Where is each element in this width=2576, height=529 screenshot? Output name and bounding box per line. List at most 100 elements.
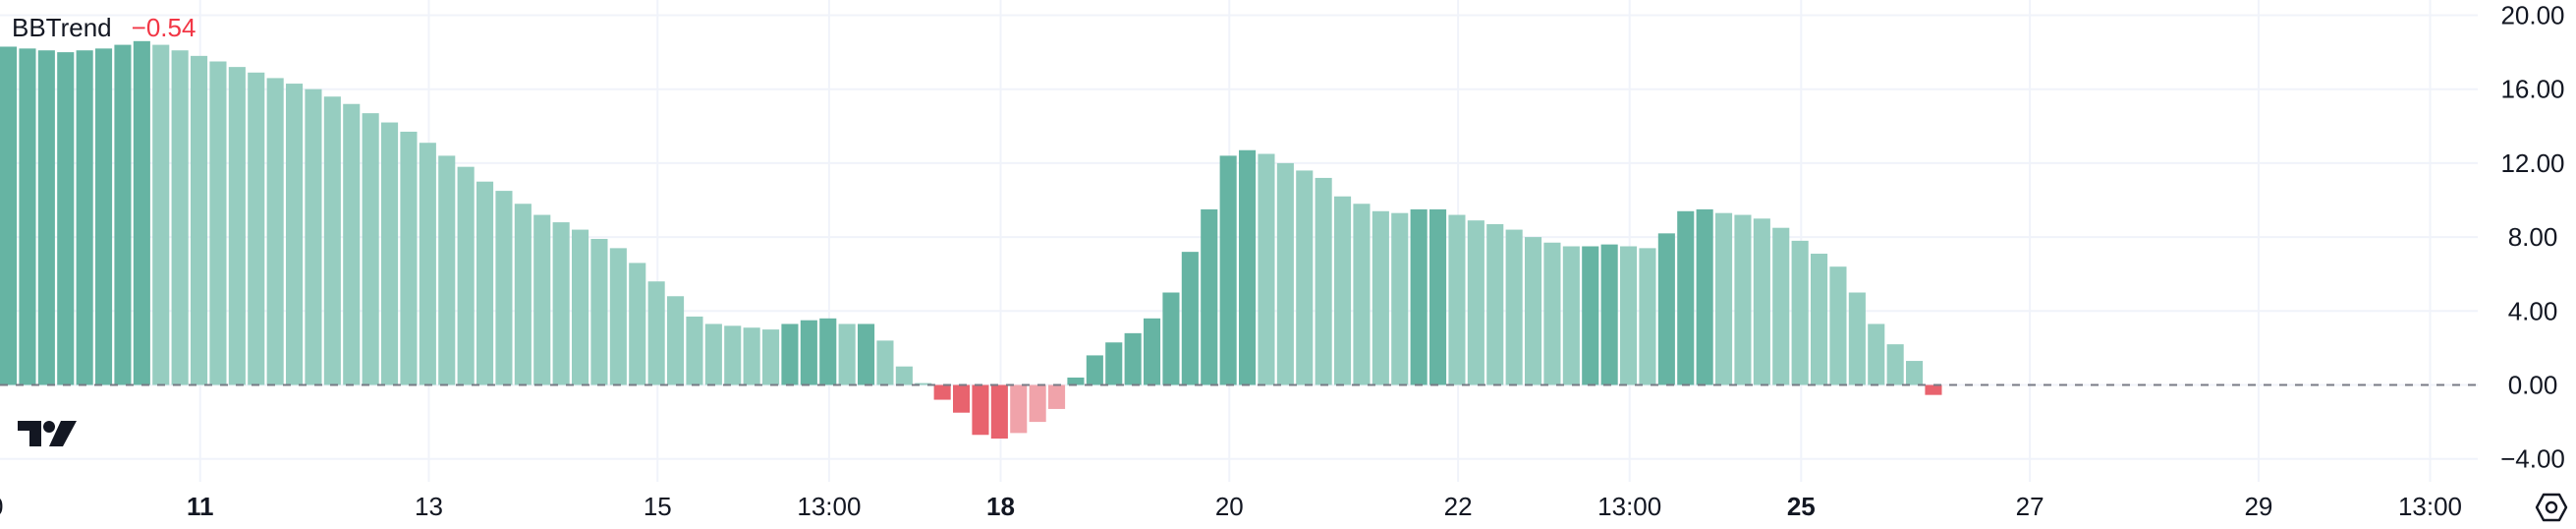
histogram-bar: [1162, 292, 1180, 385]
histogram-bar: [1677, 210, 1695, 385]
histogram-bar: [1734, 214, 1752, 385]
histogram-bar: [953, 384, 971, 413]
indicator-legend[interactable]: BBTrend −0.54: [12, 12, 196, 43]
y-tick-label: 16.00: [2500, 75, 2564, 104]
histogram-bar: [838, 323, 856, 385]
histogram-bar: [1791, 240, 1809, 385]
y-tick-label: 0.00: [2508, 371, 2558, 400]
y-tick-label: 12.00: [2500, 148, 2564, 178]
histogram-bar: [1868, 323, 1885, 385]
histogram-bar: [724, 325, 742, 385]
histogram-bar: [457, 166, 475, 385]
histogram-bar: [1582, 246, 1599, 385]
histogram-bar: [1181, 252, 1199, 385]
histogram-bar: [1048, 384, 1066, 409]
histogram-bar: [704, 323, 722, 385]
histogram-bar: [876, 340, 894, 385]
histogram-bar: [533, 214, 551, 385]
histogram-bar: [1258, 153, 1275, 385]
histogram-bar: [647, 281, 665, 385]
x-tick-label: 18: [986, 492, 1015, 521]
x-tick-label: 13: [415, 492, 443, 521]
histogram-bar: [1086, 355, 1103, 385]
histogram-bar: [1906, 361, 1924, 385]
histogram-bar: [1753, 218, 1770, 385]
x-tick-label: 27: [2016, 492, 2044, 521]
histogram-bar: [762, 329, 780, 385]
x-axis: 13:00 11 13 15 13:00 18 20 22 13:00 25 27 29 13:00: [0, 492, 2462, 521]
histogram-bar: [1600, 244, 1618, 385]
histogram-bar: [228, 67, 246, 385]
x-tick-label: 25: [1787, 492, 1816, 521]
y-tick-label: 20.00: [2500, 1, 2564, 30]
histogram-bar: [191, 55, 208, 385]
histogram-bar: [1144, 318, 1161, 385]
histogram-bar: [800, 320, 817, 385]
histogram-bar: [915, 382, 932, 385]
histogram-bar: [1925, 384, 1942, 395]
histogram-bar: [1639, 248, 1656, 385]
histogram-bar: [171, 50, 189, 385]
histogram-bar: [972, 384, 989, 436]
histogram-bar: [895, 366, 913, 385]
histogram-bar: [1105, 342, 1123, 385]
histogram-bar: [1124, 332, 1142, 385]
x-tick-label: 13:00: [1597, 492, 1661, 521]
histogram-bar: [1219, 155, 1237, 385]
histogram-bar: [95, 48, 113, 385]
x-tick-label: 13:00: [0, 492, 3, 521]
histogram-bar: [37, 50, 55, 385]
histogram-bar: [1525, 237, 1542, 385]
x-tick-label: 22: [1444, 492, 1473, 521]
histogram-bar: [1620, 246, 1638, 385]
histogram-bar: [667, 296, 685, 385]
histogram-bar: [495, 191, 513, 385]
histogram-bar: [1372, 210, 1389, 385]
histogram-bar: [1429, 208, 1447, 385]
histogram-bar: [266, 78, 284, 385]
histogram-bar: [209, 61, 227, 385]
x-tick-label: 20: [1215, 492, 1244, 521]
histogram-bar: [1029, 384, 1046, 423]
histogram-bar: [343, 103, 361, 385]
histogram-bar: [1239, 149, 1257, 385]
histogram-bar: [152, 44, 170, 385]
histogram-bar: [1848, 292, 1866, 385]
tradingview-logo-icon[interactable]: [16, 417, 79, 452]
histogram-bar: [1715, 212, 1733, 385]
histogram-bar: [590, 238, 608, 385]
histogram-bar: [1067, 377, 1085, 385]
histogram-bar: [819, 318, 837, 385]
histogram-bar: [1772, 227, 1790, 385]
y-tick-label: 8.00: [2508, 222, 2558, 252]
settings-hexagon-icon[interactable]: [2535, 491, 2568, 524]
x-tick-label: 11: [187, 492, 214, 521]
histogram-bar: [1448, 214, 1466, 385]
histogram-bar: [248, 72, 265, 385]
histogram-bar: [362, 113, 379, 385]
x-tick-label: 15: [644, 492, 672, 521]
histogram-bar: [286, 84, 304, 385]
histogram-bar: [552, 222, 570, 385]
histogram-bar: [990, 384, 1008, 440]
histogram-bar: [743, 327, 760, 385]
histogram-bar: [438, 155, 456, 385]
x-tick-label: 13:00: [797, 492, 861, 521]
histogram-bar: [1505, 229, 1523, 385]
histogram-bar: [76, 50, 93, 385]
histogram-bars: [0, 40, 1942, 440]
histogram-bar: [400, 131, 418, 385]
histogram-bar: [1562, 246, 1580, 385]
histogram-bar: [1296, 170, 1314, 385]
histogram-bar: [1811, 254, 1828, 385]
histogram-bar: [629, 263, 646, 385]
histogram-bar: [1353, 204, 1371, 385]
x-tick-label: 29: [2244, 492, 2272, 521]
histogram-bar: [1315, 177, 1332, 385]
histogram-bar: [0, 46, 18, 385]
indicator-value: −0.54: [131, 13, 196, 42]
histogram-bar: [572, 229, 589, 385]
histogram-bar: [1010, 384, 1028, 434]
